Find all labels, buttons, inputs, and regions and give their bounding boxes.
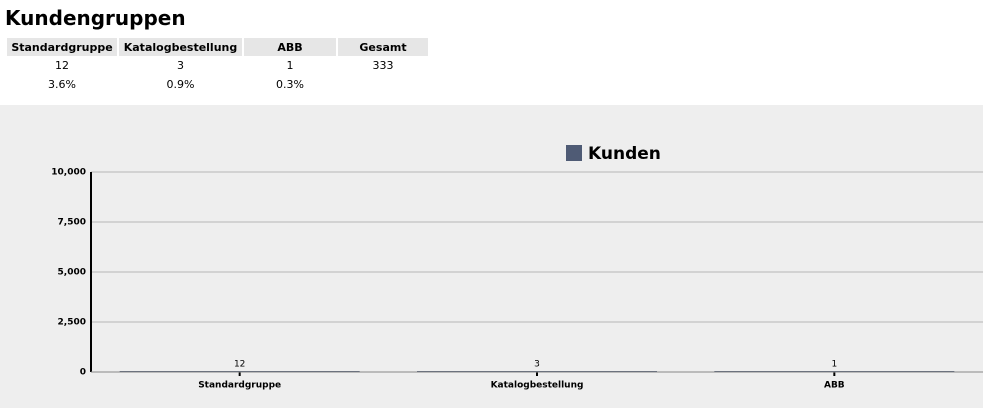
table-row: 3.6% 0.9% 0.3% <box>7 75 428 94</box>
y-tick-label: 5,000 <box>58 268 86 278</box>
page-title: Kundengruppen <box>5 6 186 30</box>
x-tick-label: ABB <box>824 381 845 391</box>
y-tick-label: 2,500 <box>58 318 86 328</box>
table-row: 12 3 1 333 <box>7 56 428 75</box>
chart: 0 2,500 5,000 7,500 10,000 Kunden Standardgrup… <box>0 105 983 408</box>
data-label: 12 <box>234 359 245 369</box>
chart-background <box>0 105 983 408</box>
table-cell: 0.9% <box>166 78 195 91</box>
table-cell <box>338 75 428 94</box>
legend-swatch <box>566 145 582 161</box>
table-body: 12 3 1 333 3.6% 0.9% 0.3% <box>7 56 428 94</box>
table-cell: 12 <box>55 59 69 72</box>
column-header: Katalogbestellung <box>119 38 242 56</box>
column-header: Gesamt <box>338 38 428 56</box>
y-tick-label: 0 <box>80 368 86 378</box>
header-row: Standardgruppe Katalogbestellung ABB Gesamt <box>7 38 428 56</box>
x-tick-label: Standardgruppe <box>198 381 281 391</box>
y-tick-label: 10,000 <box>51 168 86 178</box>
data-label: 1 <box>831 359 837 369</box>
column-header: Standardgruppe <box>7 38 117 56</box>
table-cell: 333 <box>372 59 394 72</box>
table-cell: 3.6% <box>48 78 76 91</box>
y-tick-label: 7,500 <box>58 218 86 228</box>
table-cell: 3 <box>177 59 184 72</box>
table-cell: 0.3% <box>276 78 304 91</box>
column-header: ABB <box>244 38 336 56</box>
legend-label: Kunden <box>588 144 661 164</box>
table-cell: 1 <box>286 59 294 72</box>
x-tick-label: Katalogbestellung <box>491 381 584 391</box>
data-label: 3 <box>534 359 540 369</box>
summary-table: Standardgruppe Katalogbestellung ABB Gesamt… <box>5 38 430 94</box>
